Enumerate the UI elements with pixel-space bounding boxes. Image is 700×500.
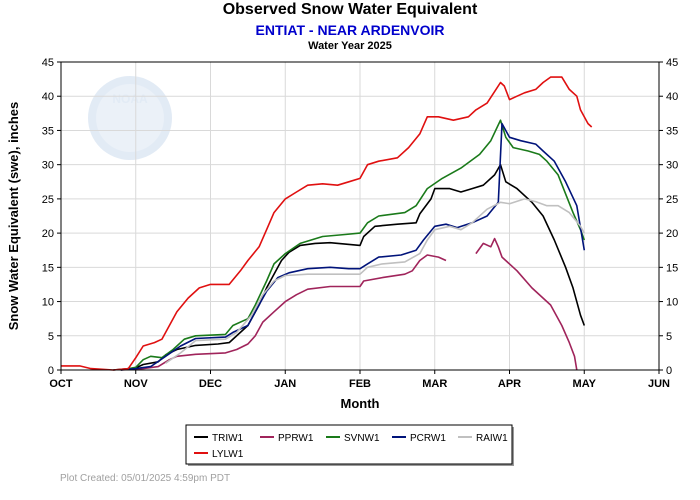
x-tick-label: FEB: [349, 378, 371, 390]
chart-title: Observed Snow Water Equivalent: [222, 1, 478, 18]
y-tick-label-right: 45: [666, 57, 678, 69]
legend-box: [185, 424, 513, 465]
legend-label-pcrw1: PCRW1: [410, 433, 446, 444]
legend: TRIW1 PPRW1 SVNW1 PCRW1 RAIW1 LYLW1: [185, 424, 514, 466]
x-tick-label: MAY: [573, 378, 597, 390]
chart-subtitle: ENTIAT - NEAR ARDENVOIR: [255, 22, 445, 38]
x-tick-label: MAR: [422, 378, 447, 390]
x-tick-label: OCT: [49, 378, 73, 390]
y-tick-label-right: 10: [666, 297, 678, 309]
legend-label-lylw1: LYLW1: [212, 449, 244, 460]
y-tick-label: 10: [42, 297, 54, 309]
y-tick-label-right: 5: [666, 331, 672, 343]
legend-label-pprw1: PPRW1: [278, 433, 314, 444]
y-tick-label-right: 30: [666, 160, 678, 172]
series-line-lylw1: [61, 76, 593, 371]
plot-created-note: Plot Created: 05/01/2025 4:59pm PDT: [60, 473, 231, 484]
x-tick-label: JUN: [648, 378, 670, 390]
y-tick-label-right: 15: [666, 262, 678, 274]
y-tick-label: 35: [42, 125, 54, 137]
y-tick-label: 30: [42, 160, 54, 172]
x-tick-label: JAN: [274, 378, 296, 390]
y-tick-label: 0: [48, 365, 54, 377]
axes: [57, 61, 663, 374]
y-tick-label: 20: [42, 228, 54, 240]
y-tick-label-right: 20: [666, 228, 678, 240]
axis-labels: 0 0 5 5 10 10 15 15 20 20 25 25 30 30 35 35 40 40 45 45 OCT N…: [6, 57, 678, 411]
noaa-logo: NOAA: [88, 76, 172, 160]
x-axis-title: Month: [341, 396, 380, 411]
x-tick-label: APR: [498, 378, 521, 390]
y-tick-label: 15: [42, 262, 54, 274]
noaa-logo-text: NOAA: [112, 92, 148, 106]
y-tick-label: 5: [48, 331, 54, 343]
series-line-pprw1: [475, 237, 578, 371]
legend-label-triw1: TRIW1: [212, 433, 244, 444]
y-tick-label: 40: [42, 91, 54, 103]
series-line-raiw1: [165, 198, 585, 364]
y-tick-label: 45: [42, 57, 54, 69]
x-tick-label: NOV: [124, 378, 149, 390]
x-tick-label: DEC: [199, 378, 222, 390]
y-tick-label: 25: [42, 194, 54, 206]
y-axis-title: Snow Water Equivalent (swe), inches: [6, 102, 21, 331]
series-line-svnw1: [120, 119, 586, 371]
legend-label-svnw1: SVNW1: [344, 433, 380, 444]
series-line-pcrw1: [120, 122, 586, 371]
series-line-triw1: [113, 163, 586, 371]
y-tick-label-right: 35: [666, 125, 678, 137]
chart-caption: Water Year 2025: [308, 40, 392, 52]
legend-label-raiw1: RAIW1: [476, 433, 508, 444]
series-lines: [61, 76, 593, 371]
y-tick-label-right: 25: [666, 194, 678, 206]
y-tick-label-right: 40: [666, 91, 678, 103]
y-tick-label-right: 0: [666, 365, 672, 377]
